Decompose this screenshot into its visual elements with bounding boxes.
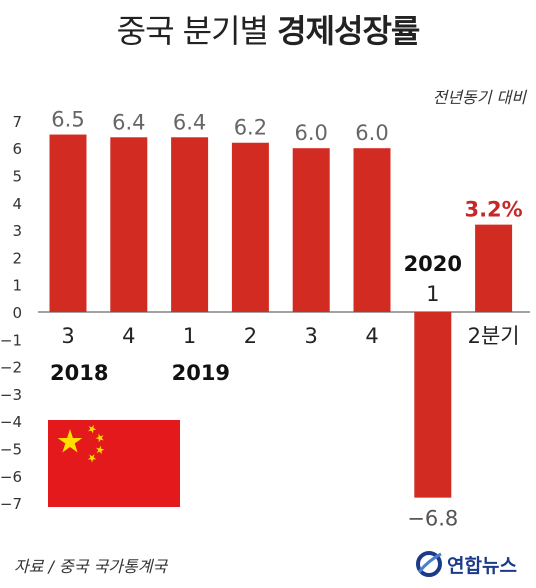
x-category-label: 3	[305, 324, 318, 348]
y-tick-label: −2	[0, 359, 22, 377]
year-label: 2018	[50, 361, 108, 385]
x-category-label: 2분기	[468, 324, 520, 348]
chart-title: 중국 분기별 경제성장률	[0, 6, 536, 52]
flag-big-star-icon	[57, 429, 83, 453]
flag-small-star-icon	[95, 433, 104, 443]
flag-small-star-icon	[88, 424, 97, 434]
x-category-label: 3	[61, 324, 74, 348]
bar	[475, 224, 513, 312]
title-bold: 경제성장률	[277, 12, 420, 50]
y-tick-label: 5	[12, 168, 22, 186]
year-label: 2020	[404, 252, 462, 276]
source-label: 자료 / 중국 국가통계국	[14, 557, 168, 576]
data-label: 6.4	[112, 110, 145, 134]
china-flag-icon	[48, 420, 180, 507]
bar	[231, 142, 269, 312]
x-category-label: 4	[365, 324, 378, 348]
y-tick-label: 4	[12, 195, 22, 213]
y-tick-label: 0	[12, 304, 22, 322]
y-tick-label: 6	[12, 140, 22, 158]
data-label: 6.5	[51, 108, 84, 132]
bar	[49, 134, 87, 312]
flag-small-star-icon	[96, 445, 105, 455]
year-label: 2019	[172, 361, 230, 385]
y-tick-label: −7	[0, 495, 22, 513]
data-label: 6.4	[173, 110, 206, 134]
bar	[292, 148, 330, 312]
yonhap-logo: 연합뉴스	[415, 548, 517, 580]
y-tick-label: −6	[0, 468, 22, 486]
x-category-label: 2	[244, 324, 257, 348]
y-tick-label: 3	[12, 222, 22, 240]
data-label: −6.8	[407, 507, 458, 531]
data-label: 3.2%	[464, 198, 522, 222]
y-tick-label: −5	[0, 441, 22, 459]
y-tick-label: −1	[0, 331, 22, 349]
bar	[171, 137, 209, 312]
data-label: 6.0	[294, 121, 327, 145]
y-tick-label: 2	[12, 249, 22, 267]
logo-text: 연합뉴스	[447, 554, 517, 577]
yonhap-logo-icon	[416, 551, 442, 577]
bar	[414, 312, 452, 498]
x-category-label: 1	[183, 324, 196, 348]
y-tick-label: −3	[0, 386, 22, 404]
unit-label: 전년동기 대비	[432, 88, 526, 107]
data-label: 6.2	[234, 116, 267, 140]
x-category-label: 4	[122, 324, 135, 348]
y-tick-label: 1	[12, 277, 22, 295]
title-normal: 중국 분기별	[116, 12, 278, 50]
x-category-label: 1	[426, 282, 439, 306]
bar	[353, 148, 391, 312]
flag-small-star-icon	[87, 454, 97, 463]
y-tick-label: 7	[12, 113, 22, 131]
data-label: 6.0	[355, 121, 388, 145]
y-tick-label: −4	[0, 413, 22, 431]
bar	[110, 137, 148, 312]
